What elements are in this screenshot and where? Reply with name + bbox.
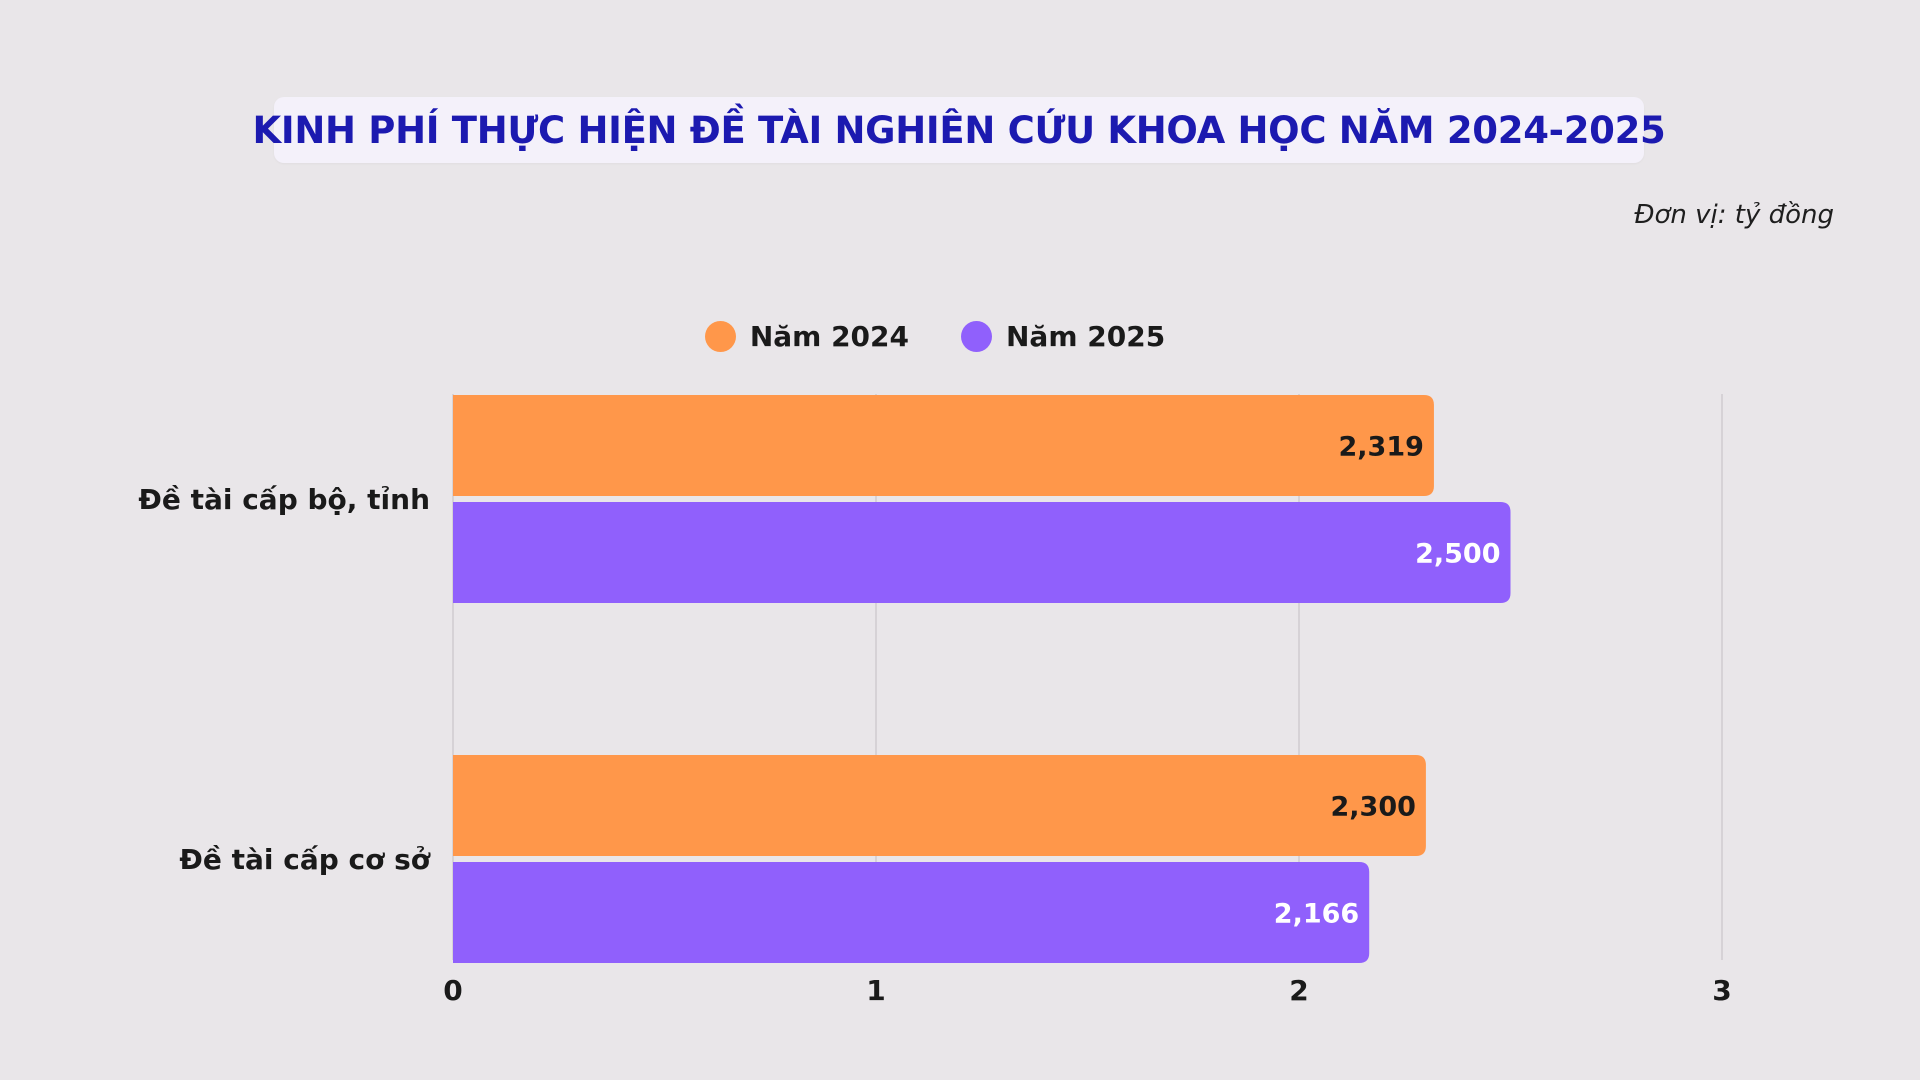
chart-title-box: KINH PHÍ THỰC HIỆN ĐỀ TÀI NGHIÊN CỨU KHO… [253,97,1666,163]
data-label-0-0: 2,319 [1339,432,1424,463]
x-tick-label-0: 0 [443,974,462,1007]
data-label-1-1: 2,166 [1274,899,1359,930]
legend-swatch-2024 [704,321,736,352]
legend-label-2025: Năm 2025 [1006,320,1166,353]
bar-1-0 [453,755,1426,856]
data-label-1-0: 2,300 [1330,792,1415,823]
bar-0-1 [453,502,1511,603]
x-tick-label-2: 2 [1289,974,1308,1007]
x-tick-label-3: 3 [1712,974,1731,1007]
data-label-0-1: 2,500 [1415,539,1500,570]
chart-title: KINH PHÍ THỰC HIỆN ĐỀ TÀI NGHIÊN CỨU KHO… [252,108,1666,152]
legend-swatch-2025 [961,321,992,352]
legend: Năm 2024 Năm 2025 [0,320,1920,353]
x-tick-label-1: 1 [866,974,885,1007]
category-label-0: Đề tài cấp bộ, tỉnh [138,483,430,516]
legend-item-2024: Năm 2024 [704,320,909,353]
legend-item-2025: Năm 2025 [961,320,1165,353]
legend-label-2024: Năm 2024 [749,320,909,353]
category-label-1: Đề tài cấp cơ sở [179,843,430,876]
unit-note: Đơn vị: tỷ đồng [1634,200,1834,230]
bar-0-0 [453,395,1434,496]
bar-1-1 [453,862,1370,963]
